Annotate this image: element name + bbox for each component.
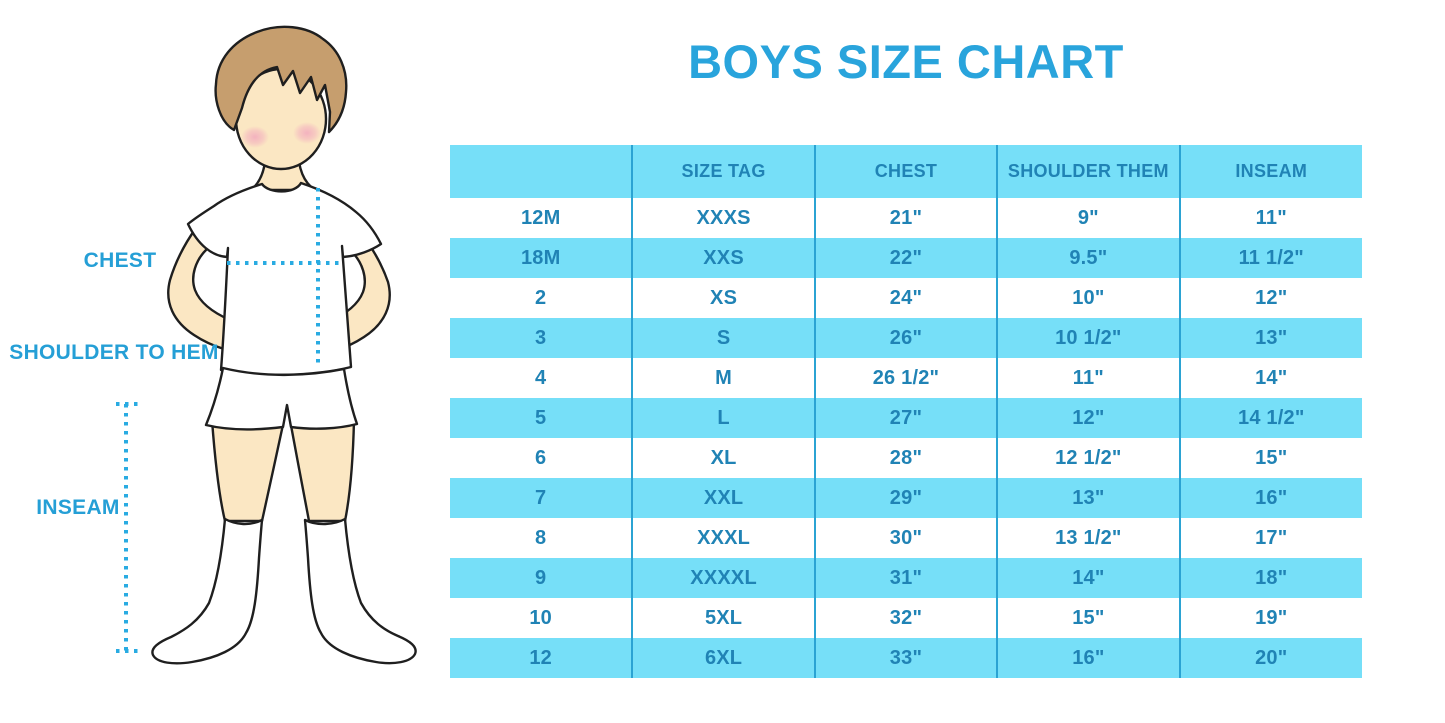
table-row: 8 XXXL 30" 13 1/2" 17" [450,518,1362,558]
table-cell: 6 [450,438,633,478]
table-row: 12 6XL 33" 16" 20" [450,638,1362,678]
table-cell: XL [631,438,815,478]
header-row: SIZE TAG CHEST SHOULDER THEM INSEAM [450,145,1362,198]
boy-leg-right [288,418,356,523]
table-row: 5 L 27" 12" 14 1/2" [450,398,1362,438]
table-cell: 12 [450,638,633,678]
table-cell: 16" [996,638,1180,678]
table-cell: 2 [450,278,633,318]
table-cell: 12M [450,198,633,238]
table-cell: 22" [813,238,998,278]
table-cell: 13 1/2" [996,518,1180,558]
col-header-chest: CHEST [813,145,998,198]
table-cell: 15" [1178,438,1362,478]
boy-illustration [116,25,417,665]
table-cell: 11 1/2" [1178,238,1362,278]
boy-cheek-right [293,122,321,144]
table-cell: XXL [631,478,815,518]
table-cell: 27" [813,398,998,438]
table-cell: 31" [813,558,998,598]
page-title: BOYS SIZE CHART [688,35,1124,88]
table-cell: L [631,398,815,438]
table-cell: 12" [1178,278,1362,318]
boy-leg-left [210,418,286,523]
boy-sock-right [303,517,417,665]
table-row: 2 XS 24" 10" 12" [450,278,1362,318]
table-cell: 10 [450,598,633,638]
table-cell: 10" [996,278,1180,318]
table-cell: 30" [813,518,998,558]
table-cell: 14 1/2" [1178,398,1362,438]
chest-label: CHEST [83,249,157,272]
table-cell: 11" [1178,198,1362,238]
table-row: 12M XXXS 21" 9" 11" [450,198,1362,238]
table-cell: 15" [996,598,1180,638]
boy-sock-left [151,517,264,665]
table-cell: 5XL [631,598,815,638]
table-cell: 33" [813,638,998,678]
table-cell: 12" [996,398,1180,438]
table-cell: 28" [813,438,998,478]
table-cell: XXXS [631,198,815,238]
table-cell: 7 [450,478,633,518]
table-cell: 24" [813,278,998,318]
table-row: 7 XXL 29" 13" 16" [450,478,1362,518]
table-cell: XS [631,278,815,318]
boy-cheek-left [241,126,269,148]
inseam-label: INSEAM [36,496,120,519]
table-cell: XXXL [631,518,815,558]
table-cell: XXXXL [631,558,815,598]
table-cell: 18" [1178,558,1362,598]
table-row: 9 XXXXL 31" 14" 18" [450,558,1362,598]
boy-shorts [204,366,359,431]
table-cell: 21" [813,198,998,238]
table-cell: 19" [1178,598,1362,638]
table-cell: M [631,358,815,398]
table-cell: 9" [996,198,1180,238]
table-cell: 26 1/2" [813,358,998,398]
col-header-inseam: INSEAM [1178,145,1362,198]
table-cell: 5 [450,398,633,438]
table-cell: 17" [1178,518,1362,558]
boy-hair [214,25,348,134]
table-cell: 10 1/2" [996,318,1180,358]
size-chart-table: SIZE TAG CHEST SHOULDER THEM INSEAM 12M X… [450,145,1362,678]
table-cell: 14" [1178,358,1362,398]
table-cell: 4 [450,358,633,398]
table-cell: 13" [996,478,1180,518]
table-cell: 12 1/2" [996,438,1180,478]
table-cell: 14" [996,558,1180,598]
table-cell: 13" [1178,318,1362,358]
table-cell: 11" [996,358,1180,398]
col-header-shoulder-hem: SHOULDER THEM [996,145,1180,198]
table-cell: 9 [450,558,633,598]
table-cell: 16" [1178,478,1362,518]
table-cell: 29" [813,478,998,518]
table-cell: 8 [450,518,633,558]
table-row: 10 5XL 32" 15" 19" [450,598,1362,638]
col-header-size-tag: SIZE TAG [631,145,815,198]
shoulder-to-hem-label: SHOULDER TO HEM [9,341,219,364]
table-cell: XXS [631,238,815,278]
table-cell: S [631,318,815,358]
size-chart-body: 12M XXXS 21" 9" 11" 18M XXS 22" 9.5" 11 1/2" 2 XS 24… [450,198,1362,678]
size-chart-header: SIZE TAG CHEST SHOULDER THEM INSEAM [450,145,1362,198]
table-row: 4 M 26 1/2" 11" 14" [450,358,1362,398]
table-cell: 6XL [631,638,815,678]
table-row: 3 S 26" 10 1/2" 13" [450,318,1362,358]
table-cell: 26" [813,318,998,358]
table-cell: 9.5" [996,238,1180,278]
table-cell: 20" [1178,638,1362,678]
table-row: 18M XXS 22" 9.5" 11 1/2" [450,238,1362,278]
col-header-size [450,145,633,198]
table-cell: 18M [450,238,633,278]
measurement-figure: CHEST SHOULDER TO HEM INSEAM [0,0,450,723]
table-row: 6 XL 28" 12 1/2" 15" [450,438,1362,478]
table-cell: 32" [813,598,998,638]
table-cell: 3 [450,318,633,358]
